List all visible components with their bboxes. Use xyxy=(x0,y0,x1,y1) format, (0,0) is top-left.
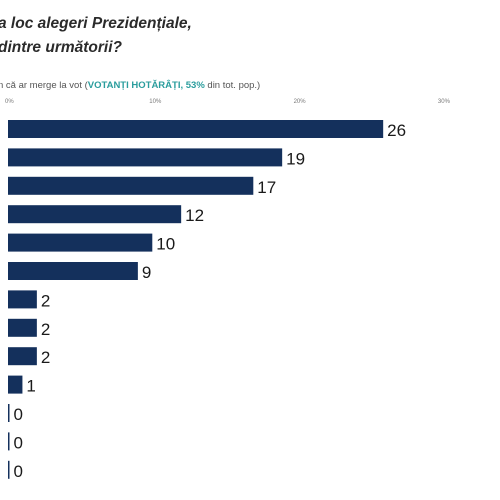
bar-value-label: 10 xyxy=(156,235,175,254)
bar-value-label: 9 xyxy=(142,263,151,282)
bar xyxy=(8,205,182,224)
bar-value-label: 26 xyxy=(387,121,406,140)
subtitle-highlight: VOTANȚI HOTĂRÂȚI, 53% xyxy=(87,80,205,91)
bar xyxy=(8,347,37,366)
bar-value-label: 0 xyxy=(14,405,23,424)
bar-value-label: 2 xyxy=(41,348,50,367)
bar xyxy=(8,404,10,422)
bar xyxy=(8,432,10,451)
x-tick-label: 0% xyxy=(5,99,14,105)
chart-subtitle: n că ar merge la vot (VOTANȚI HOTĂRÂȚI, … xyxy=(0,80,260,91)
bar xyxy=(8,176,254,195)
bar-value-label: 19 xyxy=(286,149,305,168)
bar xyxy=(8,262,138,280)
subtitle-suffix: din tot. pop.) xyxy=(204,80,261,91)
bar-value-label: 17 xyxy=(257,178,276,197)
bar-value-label: 0 xyxy=(14,433,23,452)
bar xyxy=(8,148,283,167)
bar-value-label: 0 xyxy=(14,462,23,481)
x-tick-label: 10% xyxy=(149,99,162,105)
bar xyxy=(8,375,23,394)
title-line-1: a loc alegeri Prezidențiale, xyxy=(0,15,192,32)
bar xyxy=(8,120,384,138)
x-tick-label: 30% xyxy=(438,99,451,105)
x-tick-label: 20% xyxy=(294,99,307,105)
bar-value-label: 12 xyxy=(185,206,204,225)
bar-value-label: 2 xyxy=(41,291,50,310)
bar xyxy=(8,290,37,309)
bar-value-label: 2 xyxy=(41,320,50,339)
bar xyxy=(8,233,153,252)
bar-value-label: 1 xyxy=(26,377,35,396)
bar xyxy=(8,460,10,479)
subtitle-prefix: n că ar merge la vot ( xyxy=(0,80,88,91)
title-line-2: dintre următorii? xyxy=(0,39,123,56)
bar xyxy=(8,318,37,337)
